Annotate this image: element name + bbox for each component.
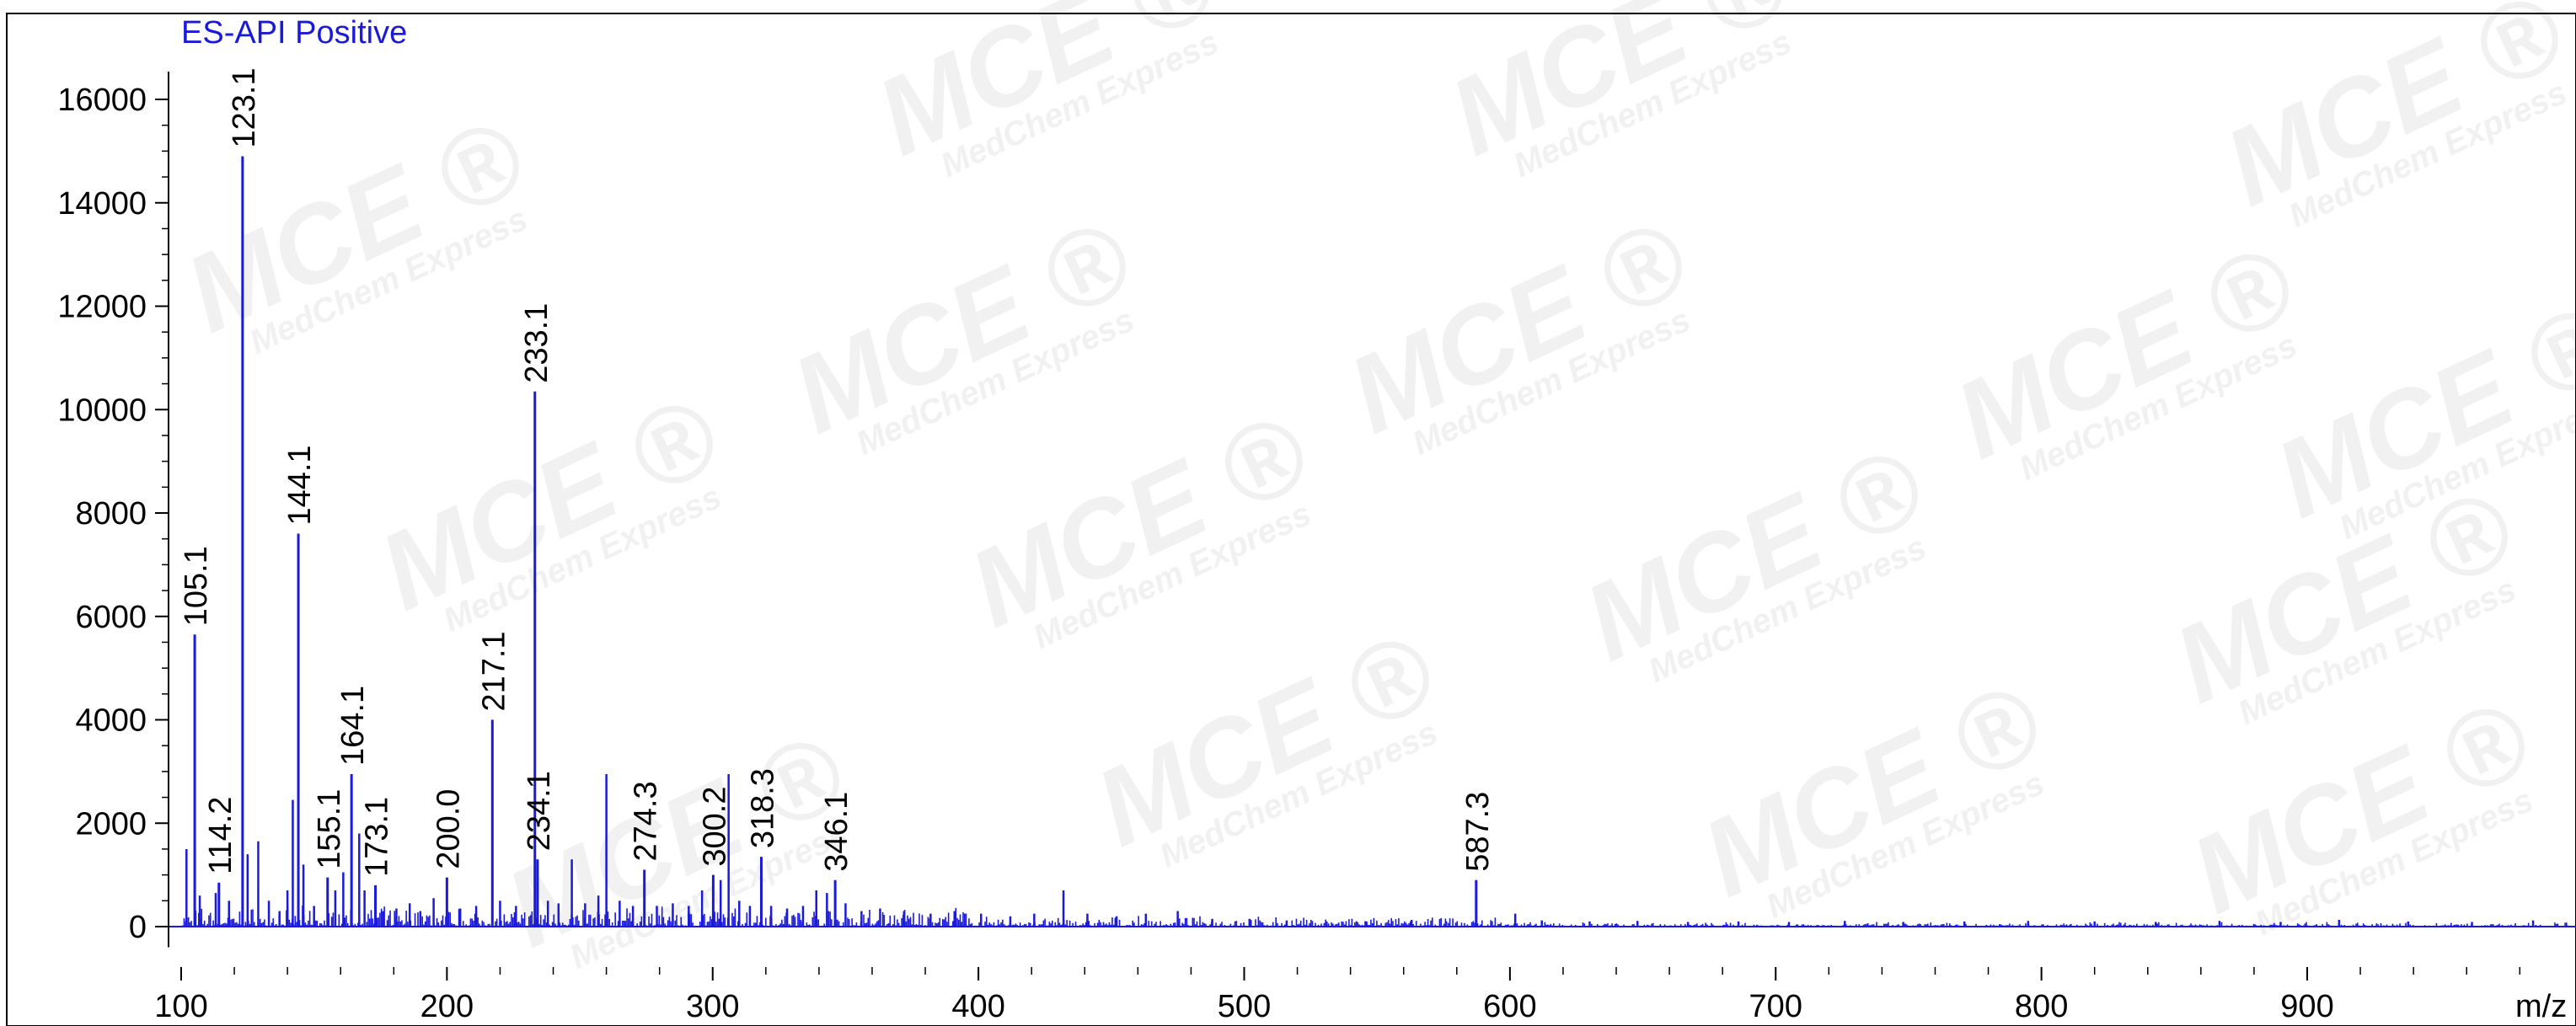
x-tick-label: 800 [2015, 989, 2068, 1024]
peak-label-318.3: 318.3 [745, 768, 780, 848]
peak-label-155.1: 155.1 [312, 789, 347, 869]
x-tick-label: 600 [1483, 989, 1536, 1024]
minor-peaks [181, 773, 2571, 927]
y-tick-label: 8000 [75, 496, 147, 532]
peak-label-217.1: 217.1 [476, 631, 511, 711]
peak-label-200.0: 200.0 [431, 789, 466, 869]
labeled-peaks [193, 156, 1478, 927]
x-tick-label: 700 [1749, 989, 1802, 1024]
peak-label-300.2: 300.2 [697, 787, 732, 867]
peak-label-346.1: 346.1 [819, 792, 854, 872]
axes: 0 2000 4000 6000 8000 10000 12000 14000 16000 100… [57, 72, 2576, 1024]
y-tick-label: 2000 [75, 806, 147, 842]
y-tick-label: 6000 [75, 600, 147, 635]
peak-label-274.3: 274.3 [629, 781, 664, 861]
peak-label-164.1: 164.1 [335, 686, 371, 766]
x-tick-label: 200 [420, 989, 474, 1024]
x-axis-label: m/z [2515, 989, 2567, 1024]
y-tick-label: 4000 [75, 703, 147, 739]
peak-label-114.2: 114.2 [203, 797, 238, 874]
y-tick-label: 16000 [57, 83, 147, 118]
chart-title: ES-API Positive [181, 15, 408, 51]
x-tick-label: 300 [686, 989, 739, 1024]
y-tick-label: 14000 [57, 186, 147, 222]
peak-label-233.1: 233.1 [519, 303, 554, 383]
peak-label-587.3: 587.3 [1460, 792, 1496, 872]
x-tick-label: 400 [951, 989, 1004, 1024]
peak-label-105.1: 105.1 [179, 546, 214, 626]
y-tick-label: 12000 [57, 290, 147, 325]
peak-labels: 105.1 114.2 123.1 144.1 155.1 164.1 173.1 200.0… [179, 67, 1496, 876]
y-tick-label: 0 [129, 910, 147, 945]
peak-label-234.1: 234.1 [522, 771, 557, 851]
peak-label-173.1: 173.1 [360, 797, 395, 877]
x-tick-label: 900 [2280, 989, 2333, 1024]
x-tick-label: 500 [1218, 989, 1271, 1024]
peak-label-144.1: 144.1 [282, 445, 318, 525]
plot-border [6, 13, 2576, 1026]
y-tick-label: 10000 [57, 393, 147, 428]
x-tick-label: 100 [154, 989, 207, 1024]
peak-label-123.1: 123.1 [227, 67, 262, 147]
